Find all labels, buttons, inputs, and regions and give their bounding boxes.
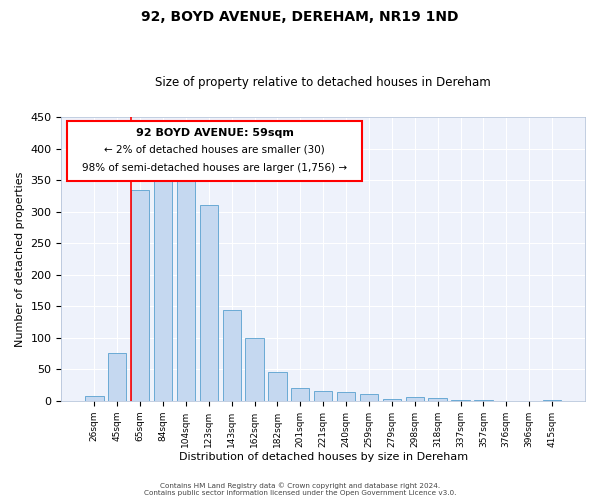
Bar bbox=[223, 310, 241, 401]
Text: ← 2% of detached houses are smaller (30): ← 2% of detached houses are smaller (30) bbox=[104, 145, 325, 155]
Bar bbox=[108, 353, 127, 401]
Y-axis label: Number of detached properties: Number of detached properties bbox=[15, 172, 25, 346]
Bar bbox=[200, 206, 218, 401]
Title: Size of property relative to detached houses in Dereham: Size of property relative to detached ho… bbox=[155, 76, 491, 90]
Bar bbox=[543, 400, 561, 401]
X-axis label: Distribution of detached houses by size in Dereham: Distribution of detached houses by size … bbox=[179, 452, 468, 462]
Bar bbox=[131, 190, 149, 401]
Bar bbox=[383, 399, 401, 401]
Text: Contains public sector information licensed under the Open Government Licence v3: Contains public sector information licen… bbox=[144, 490, 456, 496]
Bar bbox=[85, 396, 104, 401]
Bar bbox=[474, 400, 493, 401]
Bar bbox=[360, 394, 378, 401]
Bar bbox=[451, 400, 470, 401]
Bar bbox=[268, 372, 287, 401]
Bar bbox=[245, 338, 264, 401]
FancyBboxPatch shape bbox=[67, 122, 362, 181]
Text: Contains HM Land Registry data © Crown copyright and database right 2024.: Contains HM Land Registry data © Crown c… bbox=[160, 482, 440, 489]
Bar bbox=[154, 177, 172, 401]
Bar bbox=[428, 398, 447, 401]
Bar bbox=[291, 388, 310, 401]
Text: 98% of semi-detached houses are larger (1,756) →: 98% of semi-detached houses are larger (… bbox=[82, 163, 347, 173]
Bar bbox=[406, 397, 424, 401]
Bar bbox=[314, 391, 332, 401]
Text: 92 BOYD AVENUE: 59sqm: 92 BOYD AVENUE: 59sqm bbox=[136, 128, 293, 138]
Bar bbox=[337, 392, 355, 401]
Bar bbox=[177, 169, 195, 401]
Text: 92, BOYD AVENUE, DEREHAM, NR19 1ND: 92, BOYD AVENUE, DEREHAM, NR19 1ND bbox=[141, 10, 459, 24]
